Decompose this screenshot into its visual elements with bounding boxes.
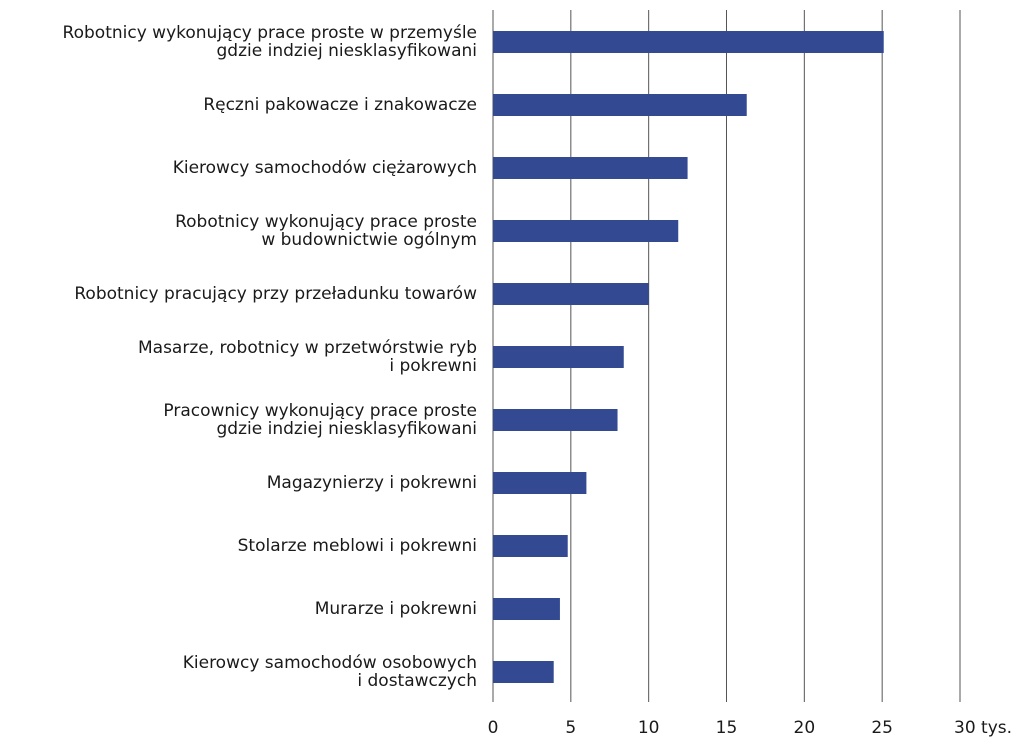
category-label-line: Magazynierzy i pokrewni [267, 473, 477, 493]
category-label: Robotnicy wykonujący prace proste w budow… [175, 212, 477, 250]
category-label-line: i dostawczych [357, 671, 477, 691]
category-label-line: Robotnicy wykonujący prace proste w prze… [63, 23, 477, 43]
category-label-line: Stolarze meblowi i pokrewni [238, 536, 477, 556]
bar [493, 535, 568, 557]
category-label: Robotnicy wykonujący prace proste w prze… [63, 23, 477, 61]
x-tick-label: 10 [638, 718, 660, 738]
x-tick-label: 25 [871, 718, 893, 738]
bar [493, 220, 679, 242]
bar [493, 31, 884, 53]
category-label-line: Kierowcy samochodów osobowych [183, 653, 477, 673]
x-tick-label: 15 [716, 718, 738, 738]
category-label-line: gdzie indziej niesklasyfikowani [217, 41, 478, 61]
category-label-line: Masarze, robotnicy w przetwórstwie ryb [138, 338, 477, 358]
x-tick-label: 5 [565, 718, 576, 738]
x-tick-label: 30 tys. [954, 718, 1011, 738]
bar [493, 409, 618, 431]
category-label-line: Murarze i pokrewni [315, 599, 477, 619]
bar [493, 346, 624, 368]
category-label-line: i pokrewni [389, 356, 477, 376]
bar [493, 283, 649, 305]
category-label-line: Pracownicy wykonujący prace proste [163, 401, 477, 421]
bar [493, 661, 554, 683]
category-label: Stolarze meblowi i pokrewni [238, 536, 477, 556]
category-label: Pracownicy wykonujący prace proste gdzie … [163, 401, 477, 439]
bar [493, 94, 747, 116]
x-tick-label: 0 [488, 718, 499, 738]
bar [493, 157, 688, 179]
category-label: Kierowcy samochodów osobowych i dostawczy… [183, 653, 477, 691]
x-tick-label: 20 [794, 718, 816, 738]
category-label: Magazynierzy i pokrewni [267, 473, 477, 493]
category-label-line: Robotnicy pracujący przy przeładunku tow… [74, 284, 477, 304]
category-label-line: w budownictwie ogólnym [261, 230, 477, 250]
category-label-line: Robotnicy wykonujący prace proste [175, 212, 477, 232]
bar [493, 598, 560, 620]
category-label: Kierowcy samochodów ciężarowych [173, 158, 477, 178]
category-label: Murarze i pokrewni [315, 599, 477, 619]
category-label: Robotnicy pracujący przy przeładunku tow… [74, 284, 477, 304]
category-label-line: gdzie indziej niesklasyfikowani [217, 419, 478, 439]
category-label: Ręczni pakowacze i znakowacze [203, 95, 477, 115]
category-label: Masarze, robotnicy w przetwórstwie ryb i … [138, 338, 477, 376]
bar [493, 472, 587, 494]
category-label-line: Ręczni pakowacze i znakowacze [203, 95, 477, 115]
category-label-line: Kierowcy samochodów ciężarowych [173, 158, 477, 178]
